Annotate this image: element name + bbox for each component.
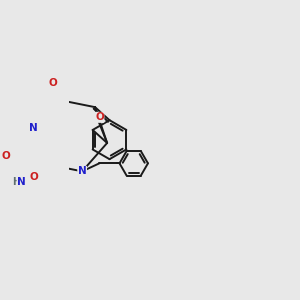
Text: O: O — [29, 172, 38, 182]
Text: O: O — [1, 151, 10, 160]
Text: N: N — [78, 167, 86, 176]
Text: O: O — [95, 112, 104, 122]
Text: H: H — [12, 177, 20, 187]
Text: O: O — [48, 78, 57, 88]
Text: N: N — [28, 123, 38, 133]
Text: N: N — [17, 177, 26, 187]
